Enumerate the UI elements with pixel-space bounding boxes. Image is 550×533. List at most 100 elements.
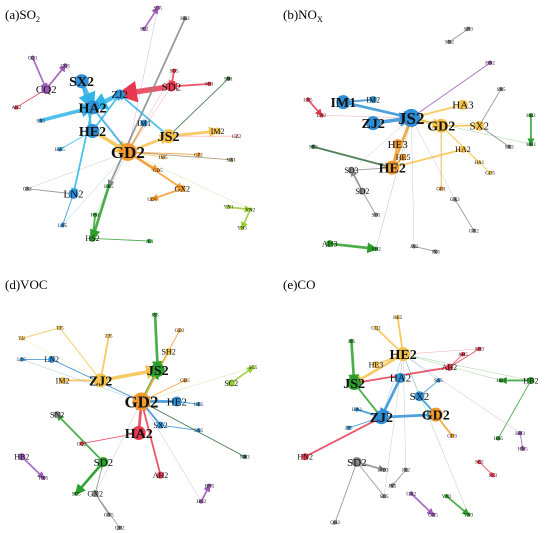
node-label: GD3 — [175, 329, 185, 334]
edge-faint — [62, 151, 129, 226]
edge-SC2-SC5 — [143, 6, 159, 30]
node-hb2 — [528, 113, 534, 118]
node-zj2 — [114, 89, 125, 100]
node-yn5 — [239, 225, 245, 231]
node-label: GS2 — [23, 187, 32, 192]
node-label: SD5 — [371, 214, 380, 219]
node-label: SX1 — [36, 119, 45, 124]
node-sx1 — [38, 118, 43, 123]
node-js2 — [402, 108, 421, 127]
node-gx2 — [178, 185, 186, 193]
panel-label: (d)VOC — [5, 277, 48, 292]
edge-GD2-HA2 — [91, 106, 129, 153]
edge-faint — [403, 353, 532, 381]
edge-faint — [403, 348, 480, 355]
node-label: JS2 — [158, 130, 180, 145]
node-label: YN3 — [464, 513, 474, 518]
edge-HN2-ZJ2 — [304, 416, 383, 458]
node-label: LN2 — [317, 114, 327, 119]
node-label: GX5 — [428, 513, 438, 518]
edge-HB5-HB2 — [497, 379, 532, 439]
node-label: SX3 — [505, 145, 514, 150]
node-label: SD2 — [162, 81, 182, 93]
node-hb2 — [527, 376, 535, 384]
node-label: AH3 — [474, 348, 484, 353]
node-label: HB2 — [526, 114, 536, 119]
node-hb2 — [182, 16, 188, 21]
edge-JL1-HS2 — [91, 236, 150, 242]
node-yn1 — [226, 204, 231, 210]
node-label: JS2 — [398, 109, 424, 128]
node-sd3 — [347, 166, 355, 174]
node-label: YN2 — [245, 208, 255, 213]
node-label: SH1 — [224, 77, 233, 82]
edge-NX1-GD2 — [127, 150, 232, 161]
node-gs2 — [25, 186, 30, 191]
node-label: IM1 — [330, 96, 356, 111]
node-label: HA1 — [474, 161, 484, 166]
node-ln5 — [305, 97, 311, 102]
node-js5 — [152, 312, 158, 317]
node-label: ZJ5 — [105, 335, 113, 340]
edge-SD2-SN2 — [56, 413, 105, 463]
node-hn2 — [301, 453, 309, 461]
node-im1 — [140, 119, 148, 127]
node-label: QH2 — [115, 526, 125, 531]
node-he2 — [396, 347, 411, 362]
node-im5 — [161, 155, 166, 160]
node-label: HE2 — [390, 348, 417, 363]
node-gd2 — [118, 142, 137, 161]
node-hb3 — [498, 378, 504, 383]
node-jl1 — [147, 238, 152, 244]
node-qh2 — [332, 520, 338, 525]
node-sc3 — [490, 472, 496, 478]
node-zj2 — [374, 410, 389, 425]
node-label: SX2 — [153, 421, 167, 430]
node-gx5 — [430, 512, 436, 517]
node-label: HE2 — [379, 162, 406, 177]
node-cq2 — [79, 441, 84, 446]
node-label: LN2 — [44, 355, 59, 364]
node-label: HB3 — [526, 143, 536, 148]
node-hn5 — [520, 446, 525, 452]
node-sd2 — [98, 456, 109, 467]
node-label: HN3 — [515, 432, 525, 437]
node-label: GX3 — [450, 198, 460, 203]
node-tj5 — [57, 325, 63, 331]
node-zj5 — [106, 333, 112, 338]
node-jx2 — [403, 467, 409, 473]
node-ah5 — [460, 351, 466, 357]
node-label: YN2 — [442, 495, 452, 500]
node-label: YN1 — [224, 206, 234, 211]
node-sx5 — [196, 428, 201, 433]
node-sx5 — [436, 378, 441, 383]
node-ha3 — [457, 99, 468, 110]
node-label: GD2 — [124, 392, 158, 411]
node-ah2 — [445, 363, 453, 371]
node-sh2 — [165, 348, 173, 356]
node-label: GD2 — [422, 409, 450, 424]
edge-faint — [141, 351, 169, 402]
node-label: IM5 — [159, 156, 168, 161]
node-label: SN3 — [464, 28, 473, 33]
node-label: LN5 — [17, 358, 27, 363]
node-label: GX2 — [174, 184, 190, 193]
node-hb5 — [496, 436, 501, 441]
edge-JS5-JS2 — [151, 314, 163, 373]
edge-faint — [321, 115, 412, 119]
node-label: AH3 — [322, 239, 338, 248]
node-cq1 — [30, 55, 35, 60]
edge-YN2-YN3 — [446, 495, 470, 516]
node-label: JX2 — [410, 245, 419, 250]
edge-GX2-GX3 — [454, 198, 475, 231]
node-label: SC2 — [475, 461, 484, 466]
node-hn2 — [487, 60, 493, 66]
node-label: SX5 — [434, 379, 443, 384]
node-gd1 — [150, 196, 155, 202]
node-label: SX2 — [69, 75, 94, 90]
node-gd3 — [449, 433, 455, 438]
node-gx2 — [409, 491, 414, 496]
node-sc5 — [250, 365, 256, 370]
node-ha1 — [477, 160, 482, 165]
